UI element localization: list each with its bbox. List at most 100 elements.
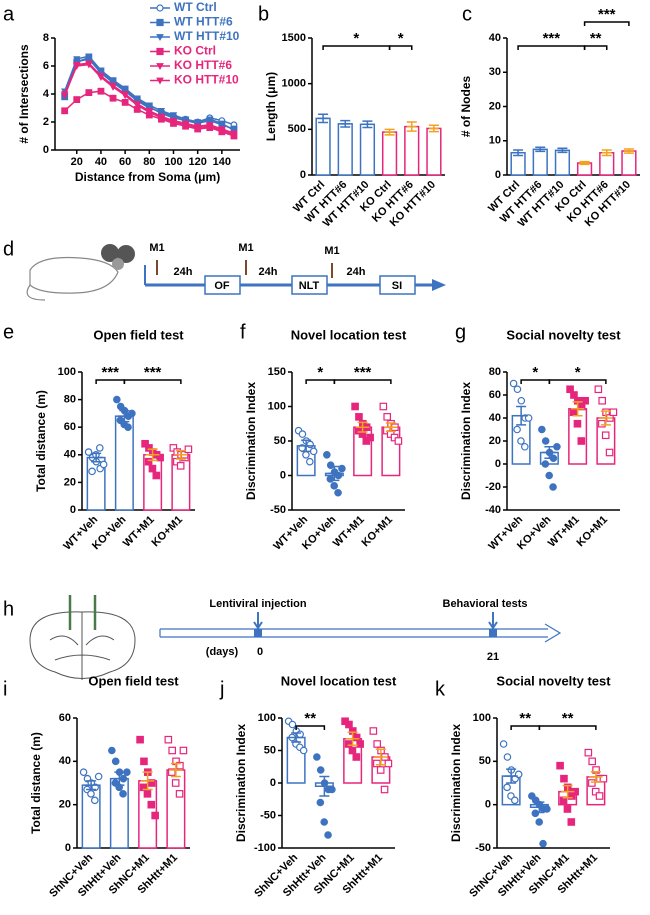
y-tick-label: 60 xyxy=(64,421,76,433)
data-point xyxy=(145,109,153,117)
data-point xyxy=(344,740,353,748)
data-point xyxy=(298,430,307,438)
y-tick-label: 100 xyxy=(268,400,286,412)
data-point xyxy=(133,95,141,103)
data-point xyxy=(84,448,93,456)
panel-label: a xyxy=(3,3,15,25)
data-point xyxy=(570,391,578,399)
x-tick-label: KO+M1 xyxy=(360,514,396,550)
test-box xyxy=(291,275,328,295)
data-point xyxy=(164,735,173,744)
data-point xyxy=(128,409,136,418)
error-bar xyxy=(384,128,395,136)
y-tick-label: 80 xyxy=(489,366,501,378)
y-tick-label: 40 xyxy=(489,32,501,44)
data-point xyxy=(591,787,600,796)
mouse-tail xyxy=(26,284,46,301)
data-point xyxy=(538,425,546,434)
error-bar xyxy=(601,149,612,157)
data-point xyxy=(145,444,153,452)
data-point xyxy=(73,96,81,104)
data-point xyxy=(316,798,325,807)
error-bar xyxy=(570,401,585,417)
error-bar xyxy=(560,784,575,799)
error-bar xyxy=(406,121,417,132)
data-point xyxy=(316,766,325,774)
error-bar xyxy=(428,124,439,133)
data-point xyxy=(560,774,568,783)
data-point xyxy=(151,811,159,820)
drug-label: M1 xyxy=(238,242,253,254)
data-point xyxy=(299,746,308,755)
bar xyxy=(532,148,548,176)
data-point xyxy=(517,437,525,445)
y-tick-label: 20 xyxy=(64,476,76,488)
data-point xyxy=(181,122,190,129)
legend-label: KO HTT#6 xyxy=(174,58,232,72)
y-tick-label: 40 xyxy=(59,755,71,767)
y-tick-label: 1000 xyxy=(282,78,306,90)
data-point xyxy=(194,124,202,132)
bar xyxy=(315,117,331,176)
data-point xyxy=(61,107,69,115)
significance-label: *** xyxy=(543,30,561,47)
significance-label: ** xyxy=(304,710,316,727)
data-point xyxy=(124,423,132,432)
data-point xyxy=(85,89,93,97)
data-point xyxy=(320,818,328,826)
chart-title: Novel location test xyxy=(291,327,407,342)
data-point xyxy=(139,783,148,792)
data-point xyxy=(302,450,310,459)
significance-bar xyxy=(295,725,326,730)
data-point xyxy=(380,785,389,794)
interval-label: 24h xyxy=(174,266,193,278)
data-point xyxy=(97,74,105,82)
x-tick-label: 20 xyxy=(71,156,83,168)
y-tick-label: 20 xyxy=(489,100,501,112)
y-axis-label: Discrimination Index xyxy=(234,724,248,842)
error-bar xyxy=(589,770,603,783)
data-point xyxy=(147,800,156,809)
data-point xyxy=(176,462,185,470)
legend-marker xyxy=(156,47,164,56)
y-tick-label: 80 xyxy=(64,394,76,406)
data-point xyxy=(588,779,596,787)
legend-marker xyxy=(156,18,164,27)
error-bar xyxy=(384,422,398,433)
event-arrow xyxy=(253,612,263,630)
data-point xyxy=(563,805,572,813)
y-tick-label: -40 xyxy=(485,504,501,516)
y-axis-label: # of Nodes xyxy=(459,76,473,138)
significance-bar xyxy=(538,725,597,730)
data-point xyxy=(513,385,522,394)
mouse-body xyxy=(29,256,119,294)
panel-label: d xyxy=(3,238,14,260)
data-point xyxy=(157,115,166,122)
data-point xyxy=(351,402,359,411)
error-bar xyxy=(514,405,528,426)
protocol-h xyxy=(29,595,562,680)
error-bar xyxy=(532,801,547,814)
y-tick-label: 50 xyxy=(479,755,491,767)
data-point xyxy=(379,402,388,411)
y-tick-label: 50 xyxy=(274,435,286,447)
y-axis-label: Total distance (m) xyxy=(34,390,48,492)
y-tick-label: 100 xyxy=(473,712,491,724)
legend-marker xyxy=(156,34,164,42)
error-bar xyxy=(89,452,103,463)
y-axis-label: Total distance (m) xyxy=(29,732,43,834)
test-label: OF xyxy=(214,280,230,292)
error-bar xyxy=(117,409,132,423)
significance-label: *** xyxy=(144,364,162,381)
data-point xyxy=(176,761,184,770)
significance-label: * xyxy=(575,364,581,381)
data-point xyxy=(328,785,336,794)
data-point xyxy=(87,790,95,798)
data-point xyxy=(121,98,129,106)
error-bar xyxy=(623,148,634,154)
y-axis-label: Discrimination Index xyxy=(244,382,258,500)
data-point xyxy=(143,790,152,798)
error-bar xyxy=(362,120,373,129)
data-point xyxy=(171,779,180,787)
